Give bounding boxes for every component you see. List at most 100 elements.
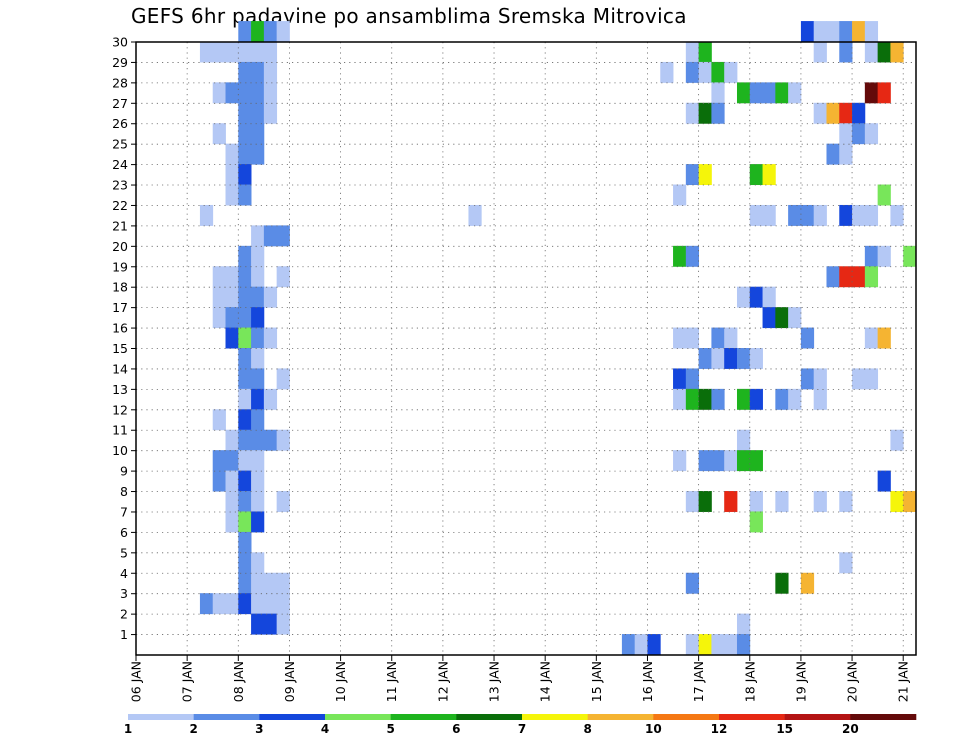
heatmap-cell	[864, 41, 879, 63]
x-tick-label: 19 JAN	[793, 661, 808, 702]
heatmap-cell	[238, 307, 252, 329]
heatmap-cell	[839, 143, 853, 165]
heatmap-cell	[698, 164, 712, 186]
heatmap-cell	[251, 245, 265, 267]
heatmap-cell	[775, 491, 789, 512]
heatmap-cell	[263, 327, 278, 349]
heatmap-cell	[711, 82, 725, 104]
heatmap-cell	[238, 450, 252, 472]
heatmap-cell	[685, 41, 700, 63]
heatmap-cell	[251, 613, 265, 635]
legend-label: 8	[583, 722, 591, 736]
heatmap-cell	[864, 123, 879, 145]
heatmap-cell	[698, 450, 712, 472]
heatmap-cell	[736, 348, 751, 369]
heatmap-cell	[685, 388, 700, 410]
heatmap-cell	[251, 429, 265, 451]
y-tick-label: 5	[120, 545, 128, 560]
y-tick-label: 17	[112, 300, 128, 315]
heatmap-cell	[238, 143, 252, 165]
y-tick-label: 28	[112, 75, 128, 90]
heatmap-cell	[685, 164, 700, 186]
heatmap-cell	[251, 307, 265, 329]
heatmap-cell	[276, 491, 290, 512]
heatmap-cell	[685, 102, 700, 124]
heatmap-cell	[877, 82, 891, 104]
heatmap-cell	[711, 388, 725, 410]
heatmap-cell	[864, 245, 879, 267]
x-tick-label: 12 JAN	[435, 661, 450, 702]
heatmap-cell	[251, 388, 265, 410]
heatmap-cell	[788, 204, 802, 226]
heatmap-cell	[225, 184, 239, 206]
heatmap-cell	[199, 204, 214, 226]
heatmap-cell	[212, 123, 226, 145]
heatmap-cell	[263, 613, 278, 635]
heatmap-cell	[762, 286, 776, 308]
heatmap-cell	[749, 164, 763, 186]
heatmap-cell	[775, 572, 789, 594]
heatmap-cells	[199, 21, 917, 655]
heatmap-cell	[736, 613, 751, 635]
heatmap-cell	[238, 82, 252, 104]
heatmap-cell	[749, 511, 763, 533]
heatmap-cell	[711, 102, 725, 124]
heatmap-cell	[698, 41, 712, 63]
y-tick-label: 29	[112, 55, 128, 70]
heatmap-cell	[251, 552, 265, 574]
heatmap-cell	[238, 41, 252, 63]
heatmap-cell	[800, 204, 815, 226]
legend-label: 15	[776, 722, 793, 736]
heatmap-cell	[251, 348, 265, 369]
x-tick-label: 11 JAN	[384, 661, 399, 702]
heatmap-cell	[263, 41, 278, 63]
heatmap-cell	[736, 450, 751, 472]
x-tick-label: 14 JAN	[538, 661, 553, 702]
legend-swatch	[784, 714, 851, 720]
heatmap-cell	[839, 552, 853, 574]
heatmap-cell	[251, 327, 265, 349]
x-tick-label: 15 JAN	[589, 661, 604, 702]
heatmap-cell	[890, 204, 904, 226]
heatmap-cell	[877, 245, 891, 267]
heatmap-cell	[263, 429, 278, 451]
x-tick-label: 17 JAN	[691, 661, 706, 702]
heatmap-cell	[749, 450, 763, 472]
heatmap-cell	[225, 450, 239, 472]
heatmap-cell	[698, 634, 712, 655]
legend-label: 1	[124, 722, 132, 736]
heatmap-cell	[212, 450, 226, 472]
legend-swatch	[390, 714, 457, 720]
heatmap-cell	[238, 552, 252, 574]
heatmap-cell	[788, 82, 802, 104]
heatmap-cell	[800, 368, 815, 390]
heatmap-cell	[238, 531, 252, 553]
heatmap-cell	[212, 41, 226, 63]
heatmap-cell	[238, 102, 252, 124]
heatmap-cell	[276, 429, 290, 451]
y-tick-label: 27	[112, 96, 128, 111]
heatmap-cell	[762, 307, 776, 329]
heatmap-cell	[736, 388, 751, 410]
heatmap-cell	[762, 204, 776, 226]
legend: 1 2 3 4 5 6 7 8 10 12 15 20	[124, 714, 917, 736]
heatmap-cell	[238, 123, 252, 145]
heatmap-cell	[251, 123, 265, 145]
heatmap-cell	[238, 61, 252, 83]
x-tick-label: 08 JAN	[231, 661, 246, 702]
y-tick-label: 25	[112, 137, 128, 152]
x-tick-label: 06 JAN	[129, 661, 144, 702]
heatmap-cell	[839, 204, 853, 226]
heatmap-cell	[263, 225, 278, 247]
heatmap-cell	[813, 102, 827, 124]
heatmap-cell	[251, 286, 265, 308]
heatmap-cell	[736, 286, 751, 308]
y-tick-label: 8	[120, 484, 128, 499]
heatmap-cell	[890, 41, 904, 63]
heatmap-cell	[775, 307, 789, 329]
x-tick-label: 21 JAN	[896, 661, 911, 702]
heatmap-cell	[225, 307, 239, 329]
heatmap-cell	[826, 266, 840, 288]
heatmap-cell	[263, 286, 278, 308]
heatmap-cell	[251, 470, 265, 492]
